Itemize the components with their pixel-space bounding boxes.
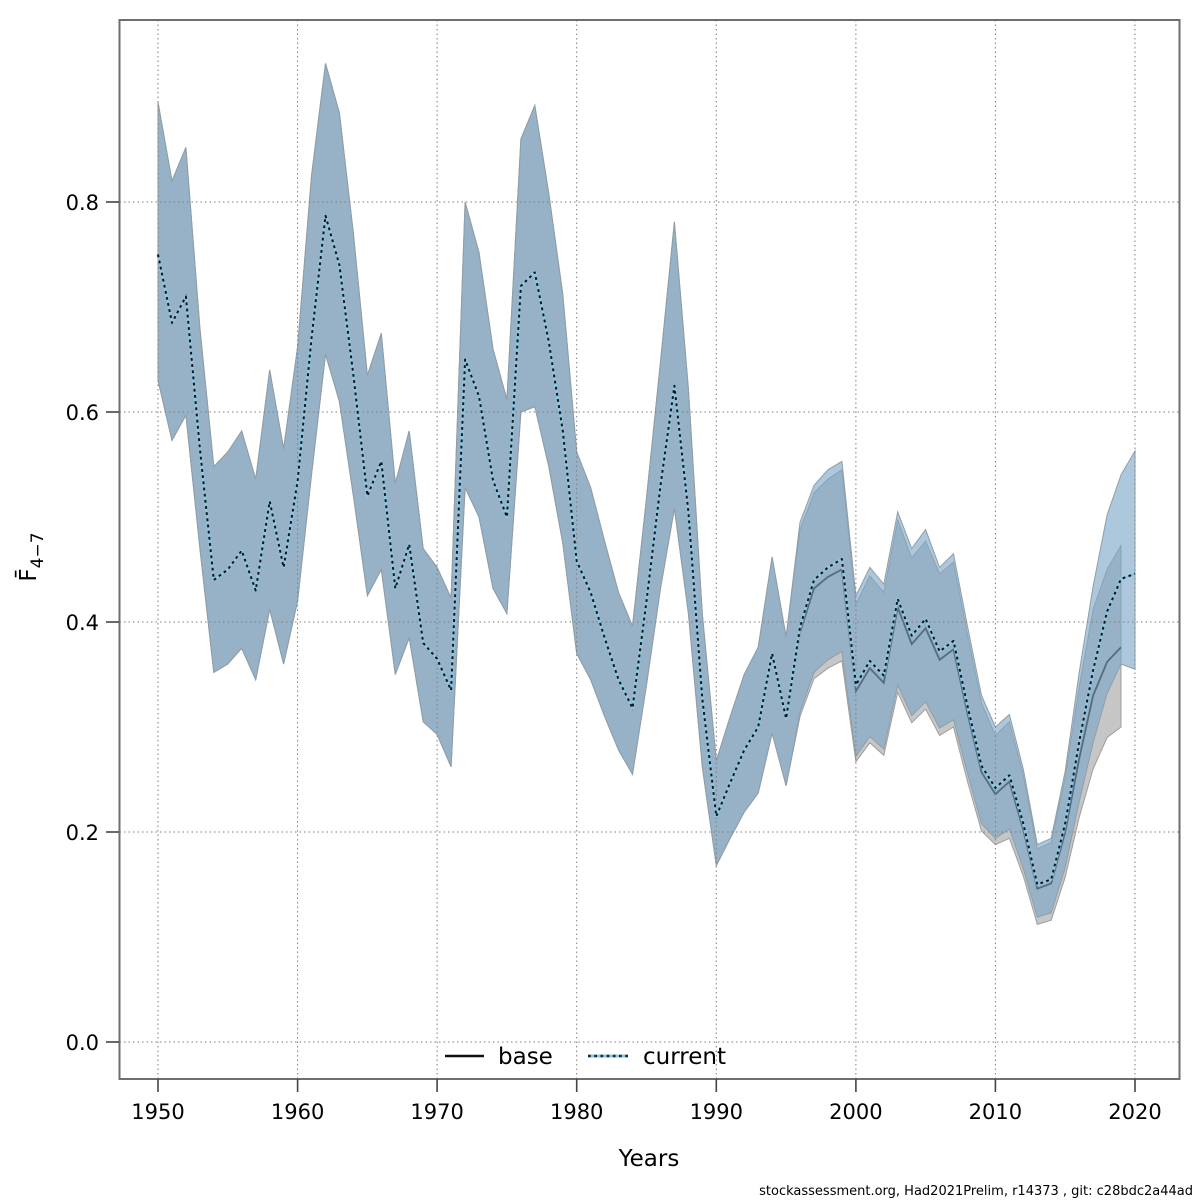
y-tick-label-0.0: 0.0 — [66, 1031, 99, 1055]
y-tick-label-0.6: 0.6 — [66, 401, 99, 425]
plot-frame — [118, 19, 1181, 1080]
axis-ticks-layer — [106, 201, 1136, 1092]
gridlines-layer — [119, 20, 1180, 1079]
x-tick-label-1950: 1950 — [131, 1100, 184, 1124]
x-tick-label-1970: 1970 — [410, 1100, 463, 1124]
y-axis-label-subscript: 4−7 — [28, 532, 48, 568]
y-tick-label-0.8: 0.8 — [66, 191, 99, 215]
axis-tick-labels-layer: 1950 1960 1970 1980 1990 2000 2010 2020 0.0 0.2 0.… — [66, 191, 1162, 1124]
legend-item-current: current — [588, 1044, 726, 1070]
legend-current-label: current — [643, 1044, 726, 1070]
current-line — [157, 214, 1136, 886]
x-tick-label-1960: 1960 — [271, 1100, 324, 1124]
y-tick-label-0.4: 0.4 — [66, 611, 99, 635]
current-line-layer — [156, 214, 1136, 886]
legend: base current — [445, 1044, 726, 1070]
y-axis-label-main: F̄ — [14, 568, 42, 581]
current-confidence-band — [157, 63, 1136, 918]
x-tick-label-2010: 2010 — [969, 1100, 1022, 1124]
x-axis-label: Years — [618, 1146, 680, 1172]
current-confidence-band-layer — [157, 63, 1136, 918]
footer-attribution: stockassessment.org, Had2021Prelim, r143… — [759, 1184, 1193, 1199]
y-tick-label-0.2: 0.2 — [66, 821, 99, 845]
x-tick-label-1980: 1980 — [550, 1100, 603, 1124]
x-tick-label-1990: 1990 — [690, 1100, 743, 1124]
legend-item-base: base — [445, 1044, 553, 1070]
x-tick-label-2000: 2000 — [829, 1100, 882, 1124]
y-axis-label: F̄4−7 — [14, 532, 48, 581]
legend-base-label: base — [498, 1044, 553, 1070]
x-tick-label-2020: 2020 — [1108, 1100, 1161, 1124]
